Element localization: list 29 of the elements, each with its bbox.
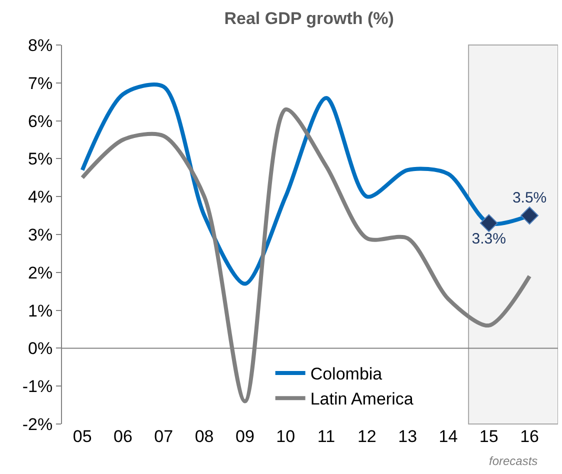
legend-label: Colombia [310, 364, 383, 384]
y-tick-label: 6% [28, 112, 53, 131]
y-tick-label: -2% [22, 414, 53, 434]
x-tick-label: 12 [357, 427, 376, 446]
legend-label: Latin America [310, 390, 414, 409]
y-tick-label: 7% [28, 74, 53, 93]
x-tick-label: 13 [398, 427, 418, 446]
x-tick-label: 14 [438, 427, 458, 446]
band-label: forecasts [489, 454, 538, 468]
x-tick-label: 09 [235, 427, 254, 446]
y-tick-label: 3% [28, 225, 53, 244]
data-label: 3.3% [472, 230, 506, 248]
x-tick-label: 16 [520, 427, 539, 446]
x-tick-label: 08 [194, 427, 214, 446]
y-tick-label: 4% [28, 188, 53, 207]
chart-title: Real GDP growth (%) [224, 8, 394, 28]
y-tick-label: 2% [28, 263, 53, 282]
x-tick-label: 10 [276, 427, 296, 446]
y-tick-label: -1% [22, 377, 53, 396]
x-tick-label: 05 [72, 427, 92, 446]
y-tick-label: 1% [28, 301, 53, 320]
y-tick-label: 5% [28, 150, 53, 169]
x-tick-label: 15 [479, 427, 498, 446]
y-tick-label: 0% [28, 339, 53, 358]
x-tick-label: 07 [154, 427, 174, 446]
x-tick-label: 11 [317, 427, 336, 446]
x-tick-label: 06 [114, 427, 132, 446]
data-label: 3.5% [512, 190, 547, 207]
y-tick-label: 8% [28, 36, 53, 55]
